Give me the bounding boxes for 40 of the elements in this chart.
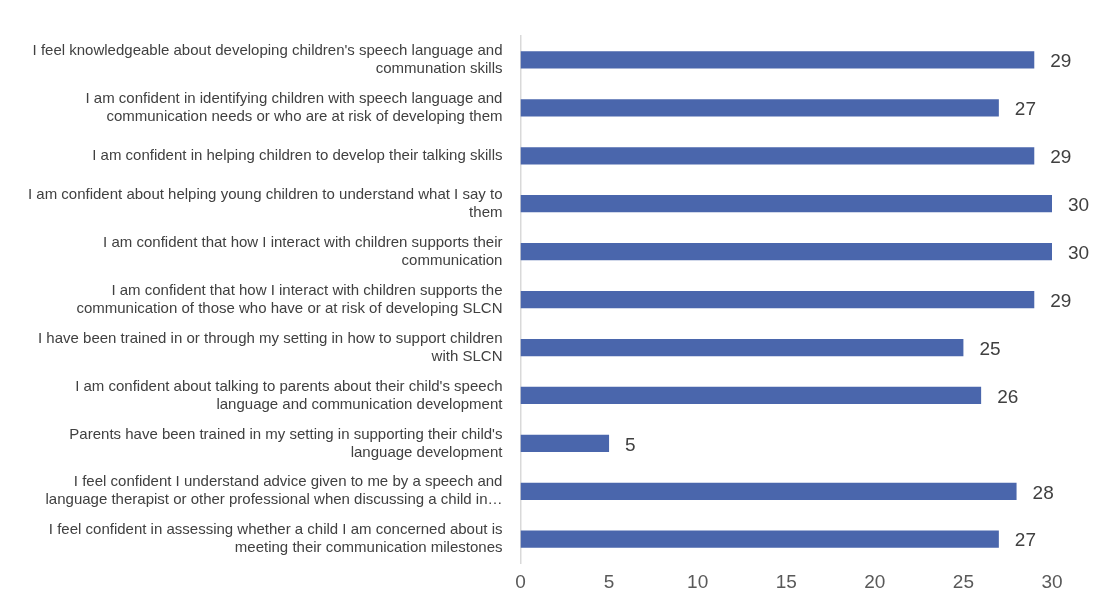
data-label: 30 (1068, 241, 1090, 263)
x-tick-label: 0 (515, 570, 526, 592)
x-tick-label: 30 (1041, 570, 1063, 592)
x-tick-label: 25 (952, 570, 974, 592)
data-label: 5 (625, 433, 636, 455)
y-tick-label: I am confident that how I interact with children supports their communication (103, 232, 503, 268)
data-label: 27 (1014, 98, 1036, 120)
data-label: 29 (1050, 50, 1072, 72)
y-tick-label: I am confident that how I interact with children supports the communication of those who have or at risk of developing SLCN (76, 280, 503, 316)
y-tick-label: I have been trained in or through my setting in how to support children with SLCN (38, 328, 503, 364)
data-label: 27 (1014, 529, 1036, 551)
bar (520, 482, 1017, 500)
x-tick-label: 20 (864, 570, 886, 592)
data-label: 25 (979, 337, 1001, 359)
bar (520, 386, 982, 405)
y-tick-label: I feel knowledgeable about developing children's speech language and communation skills (32, 41, 503, 77)
y-tick-label: I feel confident in assessing whether a child I am concerned about is meeting their communication milestones (48, 520, 503, 556)
data-label: 28 (1032, 481, 1054, 503)
bar (520, 434, 610, 453)
y-tick-label: I am confident about talking to parents about their child's speech language and communication development (75, 376, 504, 412)
x-tick-label: 15 (775, 570, 797, 592)
y-tick-label: I am confident in helping children to develop their talking skills (92, 145, 503, 163)
x-tick-label: 5 (603, 570, 615, 592)
bar (520, 195, 1052, 213)
bar (520, 338, 964, 357)
data-label: 29 (1050, 146, 1072, 168)
bar (520, 290, 1035, 309)
data-label: 30 (1068, 193, 1090, 215)
y-tick-label: I feel confident I understand advice given to me by a speech and language therapist or other professional when discussing a child in… (45, 472, 503, 508)
x-tick-label: 10 (687, 570, 709, 592)
y-tick-label: I am confident in identifying children with speech language and communication needs or who are at risk of developing them (85, 89, 503, 125)
y-tick-label: Parents have been trained in my setting in supporting their child's language development (69, 424, 504, 460)
bar (520, 99, 999, 117)
bar (520, 530, 999, 548)
data-label: 26 (997, 385, 1019, 407)
bar (520, 51, 1035, 69)
data-label: 29 (1050, 289, 1072, 311)
bar (520, 147, 1035, 165)
bar (520, 243, 1052, 261)
y-tick-label: I am confident about helping young children to understand what I say to them (27, 184, 503, 220)
